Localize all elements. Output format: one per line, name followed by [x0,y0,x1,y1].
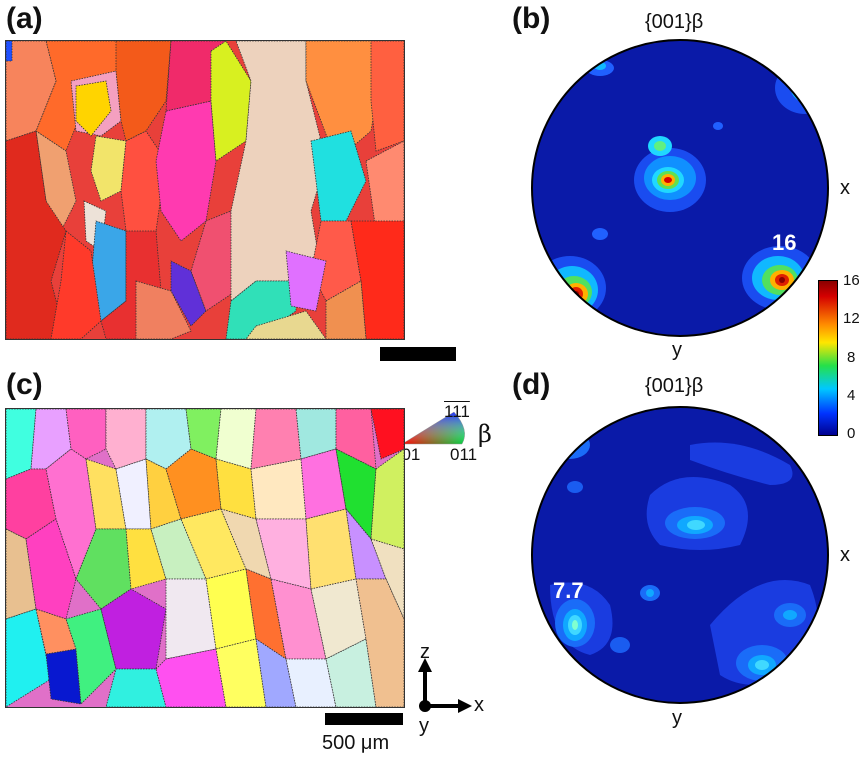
panel-label-b: (b) [512,2,551,35]
pole-figure-b-x-label: x [840,177,850,199]
pole-figure-d-title: {001}β [645,375,704,397]
colorbar-tick-16: 16 [843,272,860,289]
ebsd-orientation-map-c [5,408,405,708]
pole-figure-d-peak: 7.7 [553,578,584,603]
ebsd-orientation-map-a [5,40,405,340]
ipf-label-011: 011 [450,445,478,464]
pole-figure-d-y-label: y [672,707,682,729]
triad-x-label: x [474,694,484,716]
colorbar [818,280,838,436]
scale-bar-c [325,713,403,725]
pole-figure-d-x-label: x [840,544,850,566]
colorbar-tick-0: 0 [847,425,856,442]
ipf-phase-label: β [478,420,492,448]
panel-label-d: (d) [512,368,551,401]
colorbar-tick-8: 8 [847,349,856,366]
scale-bar-label: 500 μm [322,732,390,754]
colorbar-ticks: 16 12 8 4 0 [843,273,865,443]
ipf-color-key [392,400,472,470]
panel-label-a: (a) [6,2,43,35]
triad-y-label: y [419,715,429,737]
scale-bar-a [380,347,456,361]
triad-z-label: z [420,641,430,663]
panel-label-c: (c) [6,368,43,401]
pole-figure-b-peak: 16 [772,230,797,255]
pole-figure-d [530,405,830,705]
pole-figure-b-title: {001}β [645,11,704,33]
colorbar-tick-4: 4 [847,387,856,404]
colorbar-tick-12: 12 [843,310,860,327]
axes-triad [410,640,490,750]
ipf-label-111: 111 [444,402,470,421]
pole-figure-b [530,38,830,338]
pole-figure-b-y-label: y [672,339,682,361]
